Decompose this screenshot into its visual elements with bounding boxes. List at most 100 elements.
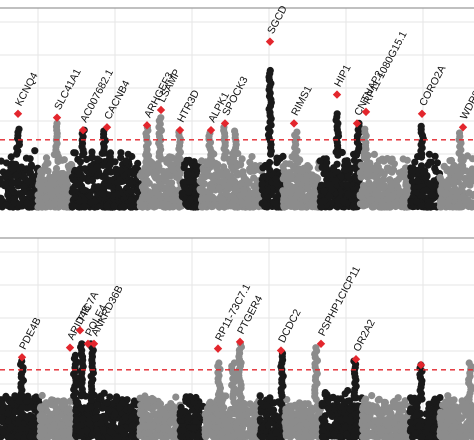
snp-point <box>38 391 46 400</box>
snp-point <box>337 403 345 411</box>
snp-point <box>249 418 257 426</box>
snp-point <box>237 161 245 169</box>
snp-point <box>350 427 358 435</box>
snp-point <box>455 203 463 211</box>
snp-point <box>83 426 91 434</box>
snp-point <box>113 393 121 401</box>
hit-marker <box>417 109 427 119</box>
snp-point <box>286 188 294 196</box>
snp-point <box>192 417 200 425</box>
snp-point <box>467 417 474 425</box>
snp-point <box>467 178 474 186</box>
snp-point <box>151 168 159 176</box>
snp-point <box>20 183 28 191</box>
snp-point <box>304 183 312 192</box>
snp-point <box>389 166 398 174</box>
snp-point <box>243 411 251 419</box>
snp-point <box>83 155 91 164</box>
snp-point <box>244 179 252 188</box>
snp-point <box>60 431 68 439</box>
snp-point <box>168 185 176 193</box>
snp-point <box>306 414 314 422</box>
snp-point <box>283 396 291 404</box>
snp-point <box>333 110 341 118</box>
snp-point <box>26 168 34 176</box>
snp-point <box>465 189 473 197</box>
snp-point <box>359 403 367 411</box>
snp-point <box>52 173 61 181</box>
snp-point <box>148 405 156 413</box>
snp-point <box>14 432 22 440</box>
snp-point <box>145 421 153 429</box>
snp-point <box>154 432 162 440</box>
snp-point <box>331 420 339 428</box>
snp-point <box>375 157 383 165</box>
snp-point <box>4 409 12 418</box>
snp-point <box>247 432 255 440</box>
snp-point <box>144 169 152 177</box>
snp-point <box>227 202 235 210</box>
snp-point <box>430 424 438 433</box>
snp-point <box>54 397 62 405</box>
snp-point <box>240 186 248 194</box>
snp-point <box>239 200 247 208</box>
snp-point <box>314 175 322 183</box>
hit-marker <box>78 125 88 135</box>
snp-point <box>342 431 351 439</box>
snp-point <box>272 175 280 183</box>
snp-point <box>74 167 82 175</box>
snp-point <box>304 192 312 201</box>
snp-point <box>444 198 452 206</box>
snp-point <box>172 433 180 440</box>
snp-point <box>80 202 88 210</box>
snp-point <box>27 403 35 411</box>
snp-point <box>372 187 381 195</box>
snp-point <box>47 401 56 409</box>
snp-point <box>169 165 177 173</box>
snp-point <box>413 401 421 409</box>
snp-point <box>426 180 434 188</box>
snp-point <box>381 401 389 409</box>
snp-point <box>129 202 137 210</box>
snp-point <box>118 427 126 435</box>
snp-point <box>7 433 15 440</box>
snp-point <box>300 433 308 440</box>
snp-point <box>213 164 221 172</box>
snp-point <box>31 147 39 155</box>
snp-point <box>334 197 342 205</box>
snp-point <box>147 190 155 198</box>
snp-point <box>205 400 213 408</box>
snp-point <box>442 433 450 440</box>
snp-point <box>282 160 290 168</box>
snp-point <box>264 421 272 429</box>
snp-point <box>407 394 415 402</box>
snp-point <box>106 393 114 401</box>
snp-point <box>329 393 337 401</box>
snp-point <box>235 430 243 438</box>
snp-point <box>451 173 459 181</box>
snp-point <box>362 429 370 437</box>
snp-point <box>26 433 34 440</box>
snp-point <box>279 152 287 160</box>
snp-point <box>340 197 348 205</box>
snp-point <box>374 396 382 404</box>
snp-point <box>394 183 402 191</box>
snp-point <box>393 402 401 410</box>
snp-point <box>75 182 83 190</box>
snp-point <box>412 411 421 419</box>
snp-point <box>301 176 309 184</box>
snp-point <box>422 428 430 436</box>
snp-point <box>163 403 172 411</box>
snp-point <box>118 399 127 407</box>
snp-point <box>179 426 187 434</box>
snp-point <box>128 152 136 161</box>
snp-point <box>162 412 170 420</box>
snp-point <box>26 190 34 198</box>
snp-point <box>201 432 209 440</box>
snp-point <box>10 194 18 203</box>
snp-point <box>34 191 42 199</box>
snp-point <box>444 418 452 427</box>
snp-point <box>7 423 15 431</box>
snp-point <box>256 415 264 423</box>
snp-points <box>0 66 474 211</box>
